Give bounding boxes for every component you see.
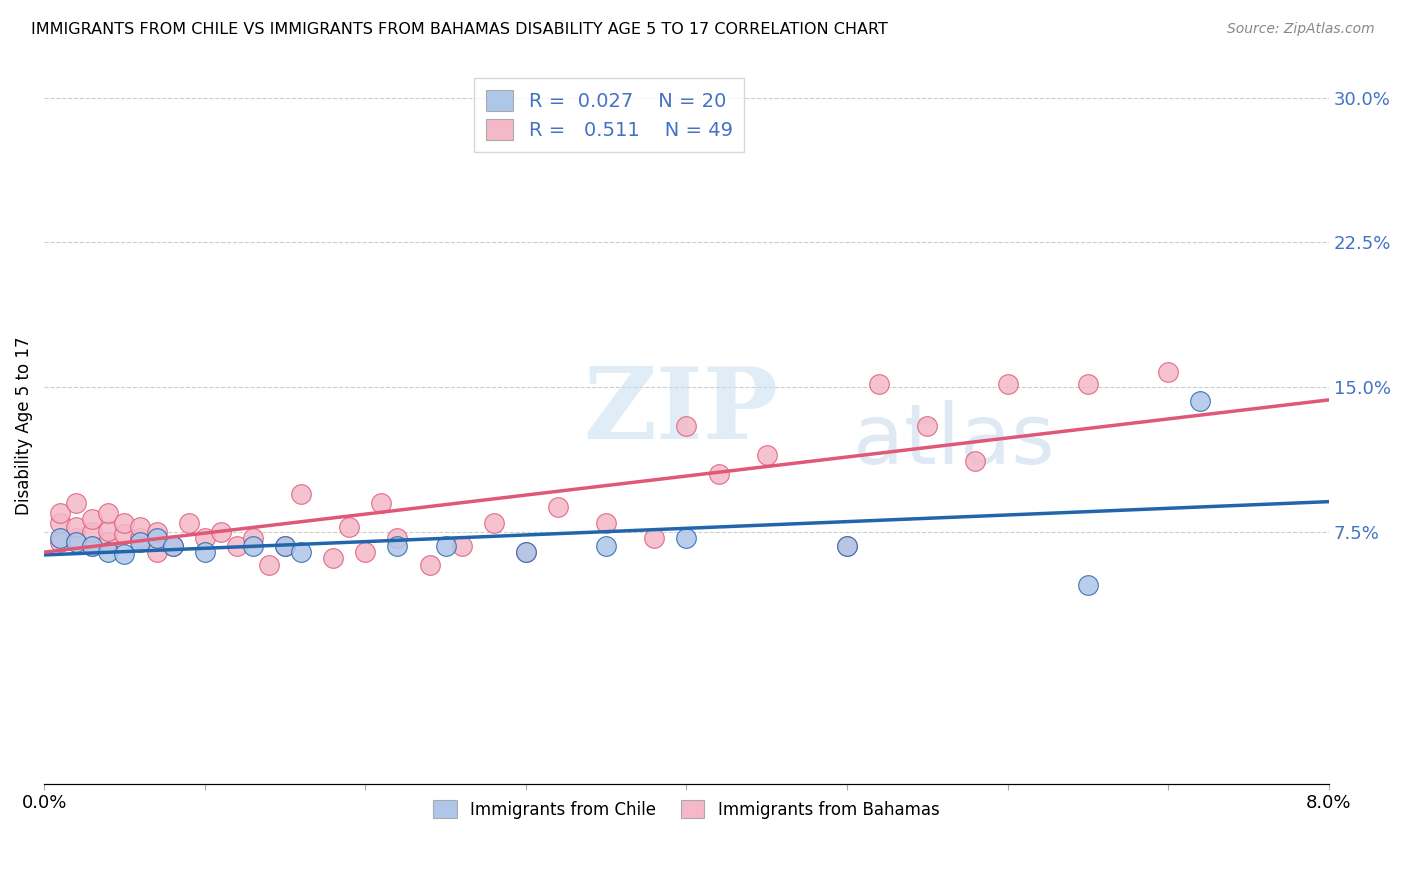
Point <box>868 376 890 391</box>
Point <box>225 539 247 553</box>
Point <box>450 539 472 553</box>
Point <box>643 531 665 545</box>
Point <box>82 539 104 553</box>
Point <box>49 516 72 530</box>
Point <box>515 545 537 559</box>
Point <box>49 531 72 545</box>
Point <box>112 547 135 561</box>
Point <box>65 519 87 533</box>
Point <box>162 539 184 553</box>
Point <box>337 519 360 533</box>
Point <box>482 516 505 530</box>
Text: atlas: atlas <box>853 400 1054 481</box>
Point <box>145 525 167 540</box>
Point <box>209 525 232 540</box>
Point <box>145 531 167 545</box>
Point <box>707 467 730 482</box>
Point <box>965 454 987 468</box>
Point <box>418 558 440 573</box>
Point <box>1077 577 1099 591</box>
Point <box>97 524 120 538</box>
Point <box>675 531 697 545</box>
Point <box>547 500 569 515</box>
Text: IMMIGRANTS FROM CHILE VS IMMIGRANTS FROM BAHAMAS DISABILITY AGE 5 TO 17 CORRELAT: IMMIGRANTS FROM CHILE VS IMMIGRANTS FROM… <box>31 22 887 37</box>
Point <box>290 487 312 501</box>
Point <box>65 535 87 549</box>
Point <box>112 527 135 541</box>
Point <box>835 539 858 553</box>
Point <box>997 376 1019 391</box>
Point <box>65 531 87 545</box>
Point <box>97 545 120 559</box>
Legend: Immigrants from Chile, Immigrants from Bahamas: Immigrants from Chile, Immigrants from B… <box>427 794 946 825</box>
Point <box>595 539 617 553</box>
Point <box>129 519 152 533</box>
Point <box>1189 394 1212 409</box>
Point <box>322 550 344 565</box>
Point <box>370 496 392 510</box>
Point <box>755 448 778 462</box>
Point <box>177 516 200 530</box>
Point <box>97 535 120 549</box>
Point <box>129 535 152 549</box>
Point <box>290 545 312 559</box>
Point <box>145 545 167 559</box>
Text: Source: ZipAtlas.com: Source: ZipAtlas.com <box>1227 22 1375 37</box>
Y-axis label: Disability Age 5 to 17: Disability Age 5 to 17 <box>15 337 32 516</box>
Point <box>595 516 617 530</box>
Point <box>387 539 409 553</box>
Point <box>49 506 72 520</box>
Point <box>242 531 264 545</box>
Point <box>274 539 297 553</box>
Point <box>65 496 87 510</box>
Text: ZIP: ZIP <box>583 363 779 460</box>
Point <box>257 558 280 573</box>
Point <box>112 516 135 530</box>
Point <box>97 506 120 520</box>
Point <box>434 539 457 553</box>
Point <box>82 539 104 553</box>
Point <box>82 525 104 540</box>
Point <box>194 531 217 545</box>
Point <box>1157 365 1180 379</box>
Point <box>242 539 264 553</box>
Point <box>274 539 297 553</box>
Point <box>129 531 152 545</box>
Point <box>82 512 104 526</box>
Point <box>1077 376 1099 391</box>
Point <box>917 419 939 434</box>
Point <box>835 539 858 553</box>
Point <box>387 531 409 545</box>
Point <box>515 545 537 559</box>
Point <box>162 539 184 553</box>
Point <box>194 545 217 559</box>
Point <box>49 535 72 549</box>
Point <box>354 545 377 559</box>
Point <box>675 419 697 434</box>
